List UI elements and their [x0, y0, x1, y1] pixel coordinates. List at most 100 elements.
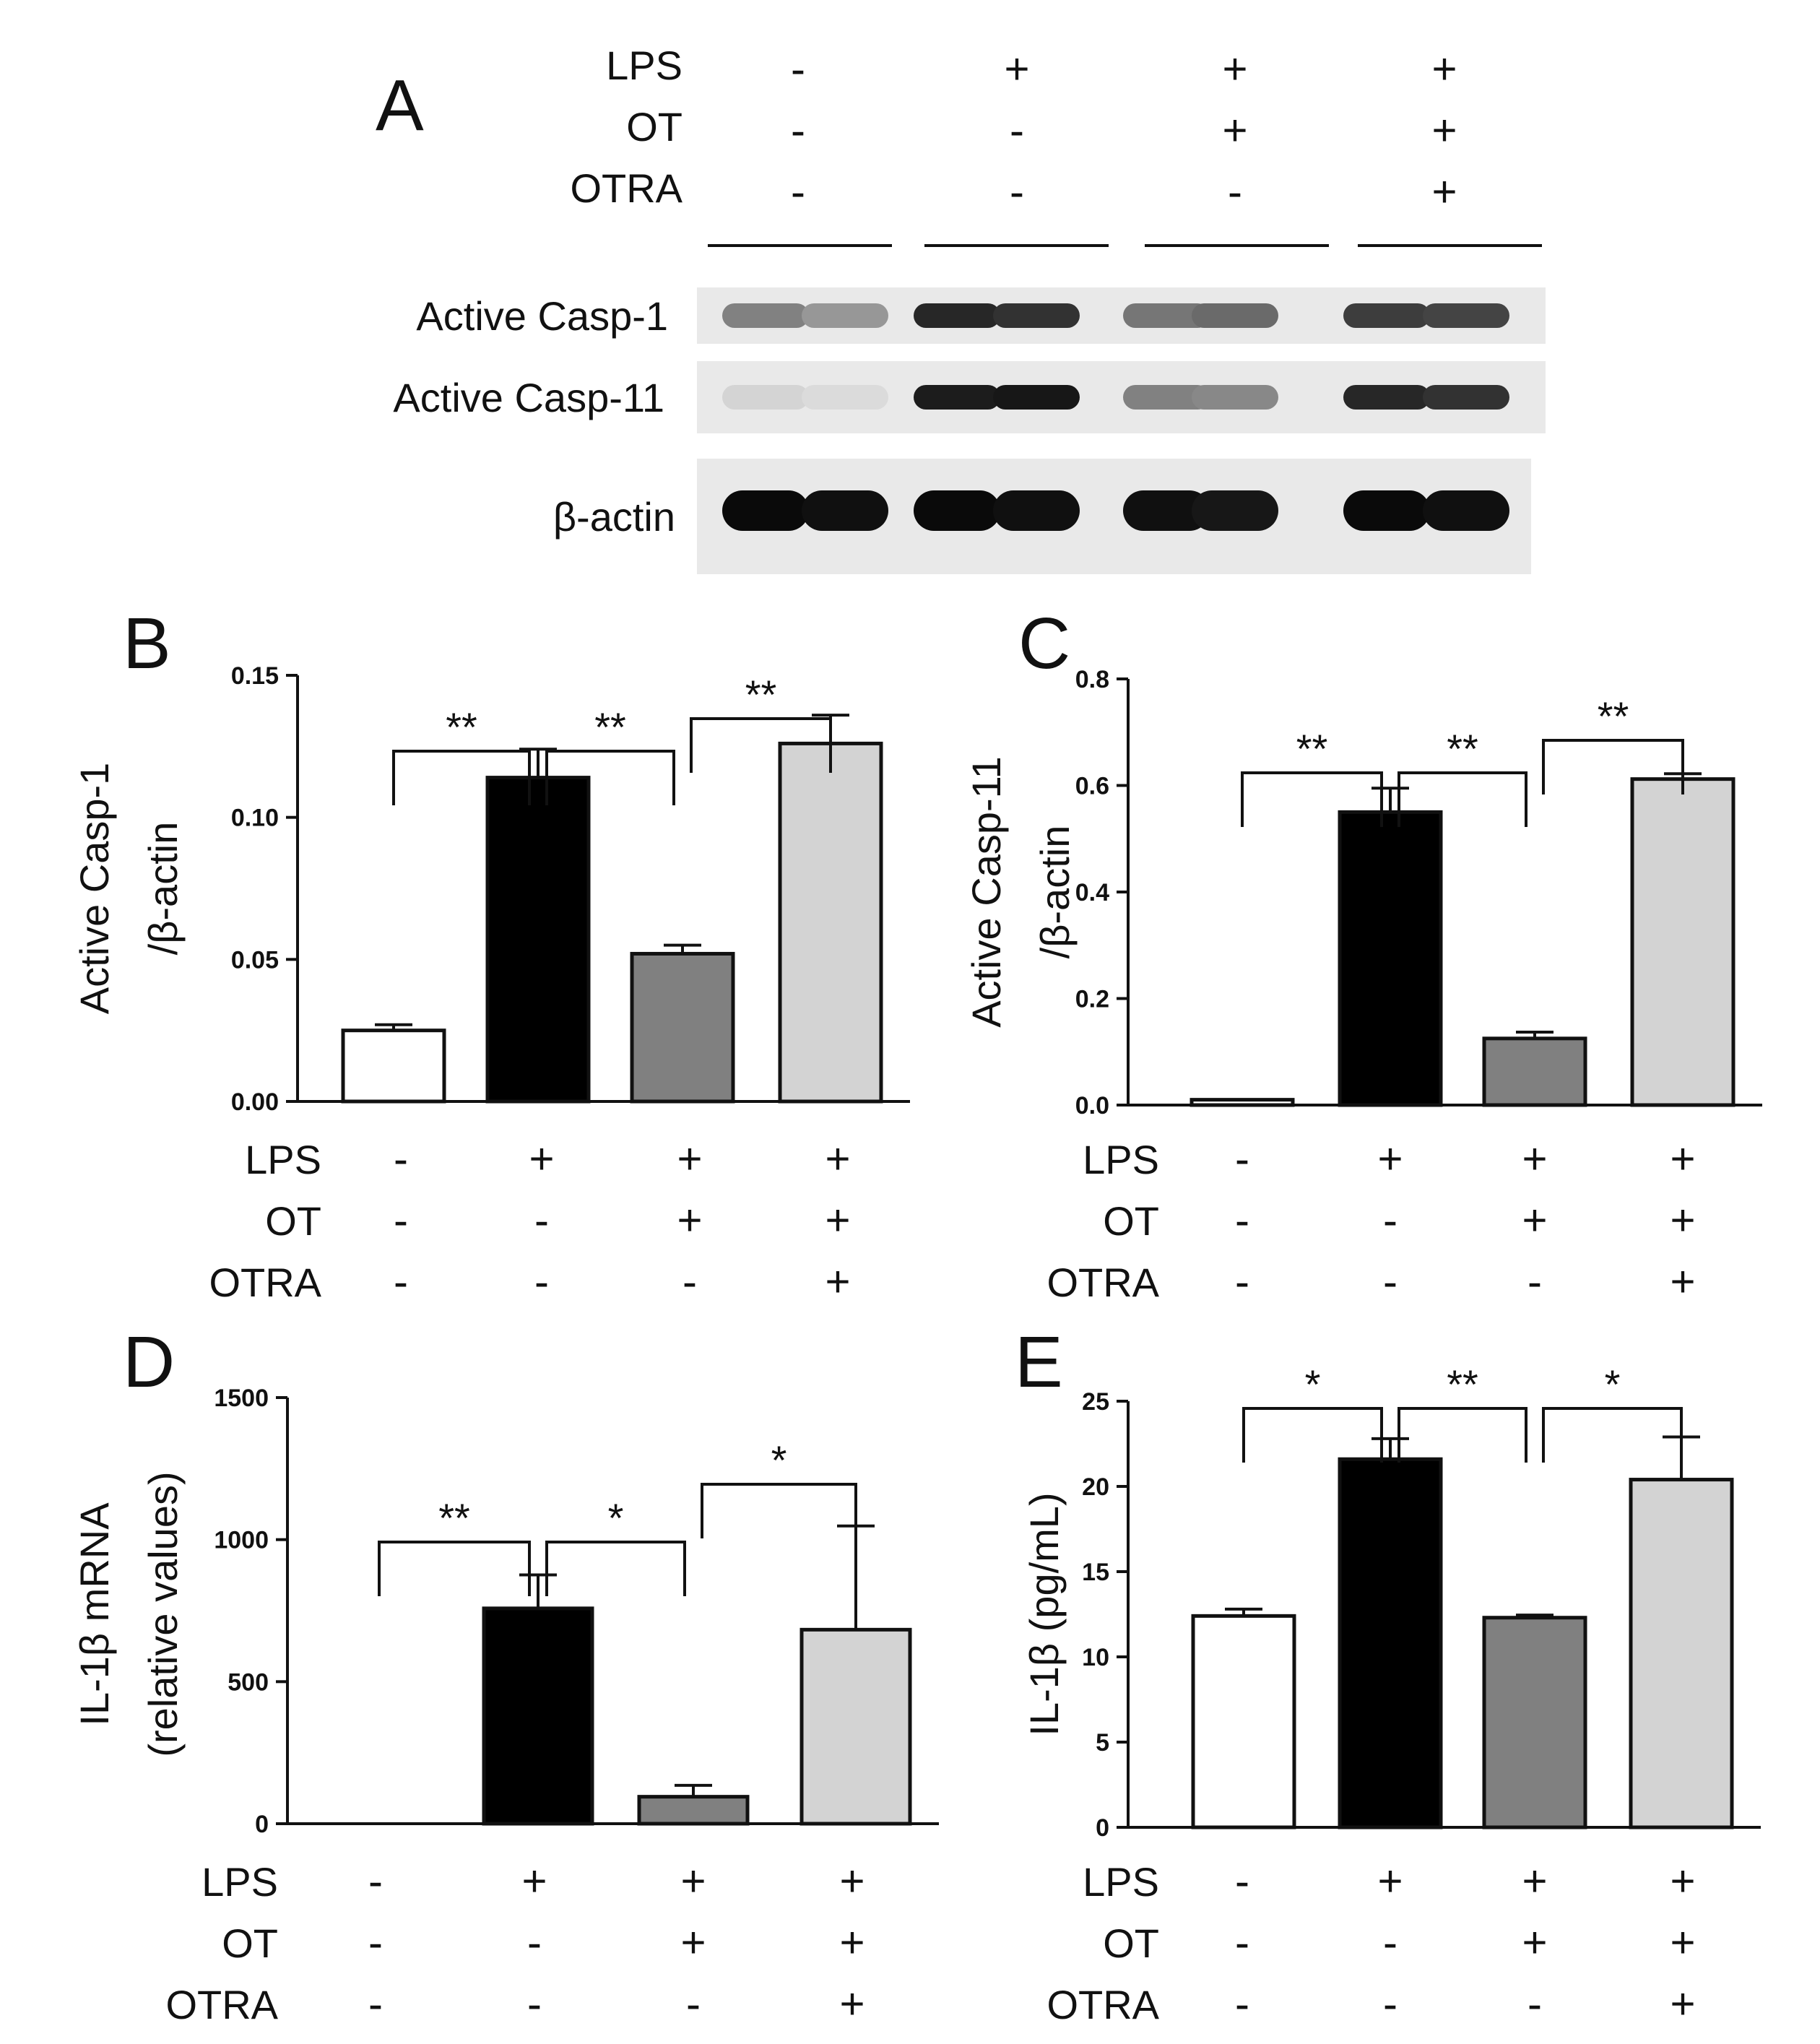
condition-sign: - — [686, 1980, 701, 2028]
significance-label: * — [1605, 1361, 1621, 1407]
significance-bracket — [1542, 739, 1684, 794]
panel-c-casp11-chart: C Active Casp-11/β-actin 0.0 0.2 0.4 0.6 0.8 **… — [963, 603, 1762, 1306]
blot-band — [1123, 303, 1210, 328]
y-tick-label: 5 — [1096, 1729, 1109, 1757]
condition-sign: + — [521, 1857, 547, 1905]
condition-sign: + — [1431, 168, 1457, 216]
blot-band — [993, 490, 1080, 531]
bar — [778, 741, 883, 1104]
condition-sign: + — [1522, 1918, 1547, 1967]
significance-bracket — [1398, 1407, 1528, 1463]
condition-sign: - — [527, 1918, 542, 1967]
condition-sign: + — [1522, 1135, 1547, 1183]
y-axis-label: /β-actin — [1032, 826, 1078, 959]
condition-label: OTRA — [165, 1982, 278, 2027]
significance-label: ** — [594, 704, 626, 750]
y-tick-label: 0.8 — [1075, 666, 1109, 693]
condition-sign: - — [1383, 1918, 1398, 1967]
blot-band — [1192, 303, 1278, 328]
blot-band — [914, 303, 1000, 328]
y-axis-label: /β-actin — [140, 822, 186, 956]
blot-band — [993, 385, 1080, 410]
y-tick-label: 500 — [228, 1668, 269, 1696]
blot-band — [1423, 490, 1509, 531]
y-tick-label: 0.2 — [1075, 986, 1109, 1013]
panel-d-il1b-mrna-chart: D IL-1β mRNA (relative values) 0 500 1000 1500… — [72, 1322, 939, 2028]
panel-b-casp1-chart: B Active Casp-1/β-actin 0.00 0.05 0.10 0.15 **… — [72, 603, 910, 1306]
condition-sign: + — [1522, 1857, 1547, 1905]
y-tick-label: 0.05 — [231, 946, 279, 974]
condition-sign: + — [1522, 1196, 1547, 1244]
y-tick-label: 1000 — [214, 1527, 269, 1554]
y-tick-label: 0.0 — [1075, 1092, 1109, 1120]
significance-label: ** — [438, 1495, 470, 1541]
condition-label: OT — [626, 104, 682, 150]
condition-sign: + — [825, 1135, 850, 1183]
y-tick-label: 10 — [1082, 1644, 1109, 1671]
significance-label: * — [1305, 1361, 1321, 1407]
condition-sign: - — [368, 1918, 383, 1967]
condition-sign: + — [677, 1135, 702, 1183]
condition-sign: + — [529, 1135, 554, 1183]
condition-sign: + — [1431, 45, 1457, 93]
significance-label: ** — [1598, 693, 1629, 739]
y-axis-label: IL-1β mRNA — [72, 1502, 117, 1726]
y-tick-label: 0 — [255, 1811, 269, 1838]
condition-label: OT — [1103, 1198, 1159, 1244]
condition-sign: - — [1235, 1980, 1249, 2028]
condition-sign: - — [791, 45, 805, 93]
condition-sign: - — [1383, 1196, 1398, 1244]
condition-sign: + — [839, 1857, 864, 1905]
panel-letter: C — [1018, 603, 1070, 684]
significance-label: ** — [446, 704, 477, 750]
panel-a-western-blot: A LPS - + + + OT - - + + OTRA - - - + Active Casp-1 Activ… — [376, 43, 1546, 574]
condition-sign: + — [1670, 1257, 1695, 1306]
bar — [1338, 1457, 1443, 1829]
condition-sign: - — [791, 106, 805, 155]
y-tick-label: 20 — [1082, 1473, 1109, 1501]
bar — [1191, 1614, 1296, 1829]
condition-label: LPS — [606, 43, 682, 88]
condition-label: OTRA — [570, 165, 682, 211]
significance-label: ** — [1447, 726, 1478, 771]
bar — [485, 776, 591, 1104]
condition-sign: + — [680, 1857, 706, 1905]
condition-sign: + — [680, 1918, 706, 1967]
blot-band — [802, 490, 888, 531]
condition-sign: - — [1383, 1980, 1398, 2028]
bar — [1338, 810, 1443, 1107]
condition-sign: + — [1222, 106, 1247, 155]
significance-bracket — [690, 717, 832, 773]
condition-sign: + — [1004, 45, 1029, 93]
blot-band — [1343, 490, 1430, 531]
blot-band — [1123, 490, 1210, 531]
significance-bracket — [392, 750, 531, 805]
bar — [1482, 1616, 1587, 1829]
condition-sign: + — [1377, 1857, 1403, 1905]
y-tick-label: 0.4 — [1075, 879, 1109, 906]
y-axis-label: (relative values) — [140, 1471, 186, 1757]
significance-bracket — [1242, 1407, 1383, 1463]
panel-letter: B — [123, 603, 171, 684]
condition-sign: + — [677, 1196, 702, 1244]
bar — [1629, 1478, 1734, 1829]
blot-band — [1192, 490, 1278, 531]
y-axis-label: IL-1β (pg/mL) — [1021, 1492, 1067, 1736]
blot-band — [1343, 303, 1430, 328]
condition-sign: + — [825, 1257, 850, 1306]
condition-label: OT — [222, 1920, 278, 1966]
bar — [1630, 777, 1736, 1107]
bar — [482, 1606, 594, 1826]
condition-sign: - — [534, 1196, 549, 1244]
condition-sign: - — [394, 1135, 408, 1183]
condition-sign: - — [1010, 168, 1024, 216]
condition-sign: - — [1235, 1857, 1249, 1905]
condition-label: OT — [265, 1198, 321, 1244]
significance-bracket — [378, 1541, 531, 1596]
panel-letter: D — [123, 1322, 175, 1403]
blot-band — [1423, 385, 1509, 410]
y-tick-label: 0.00 — [231, 1088, 279, 1116]
condition-sign: + — [825, 1196, 850, 1244]
